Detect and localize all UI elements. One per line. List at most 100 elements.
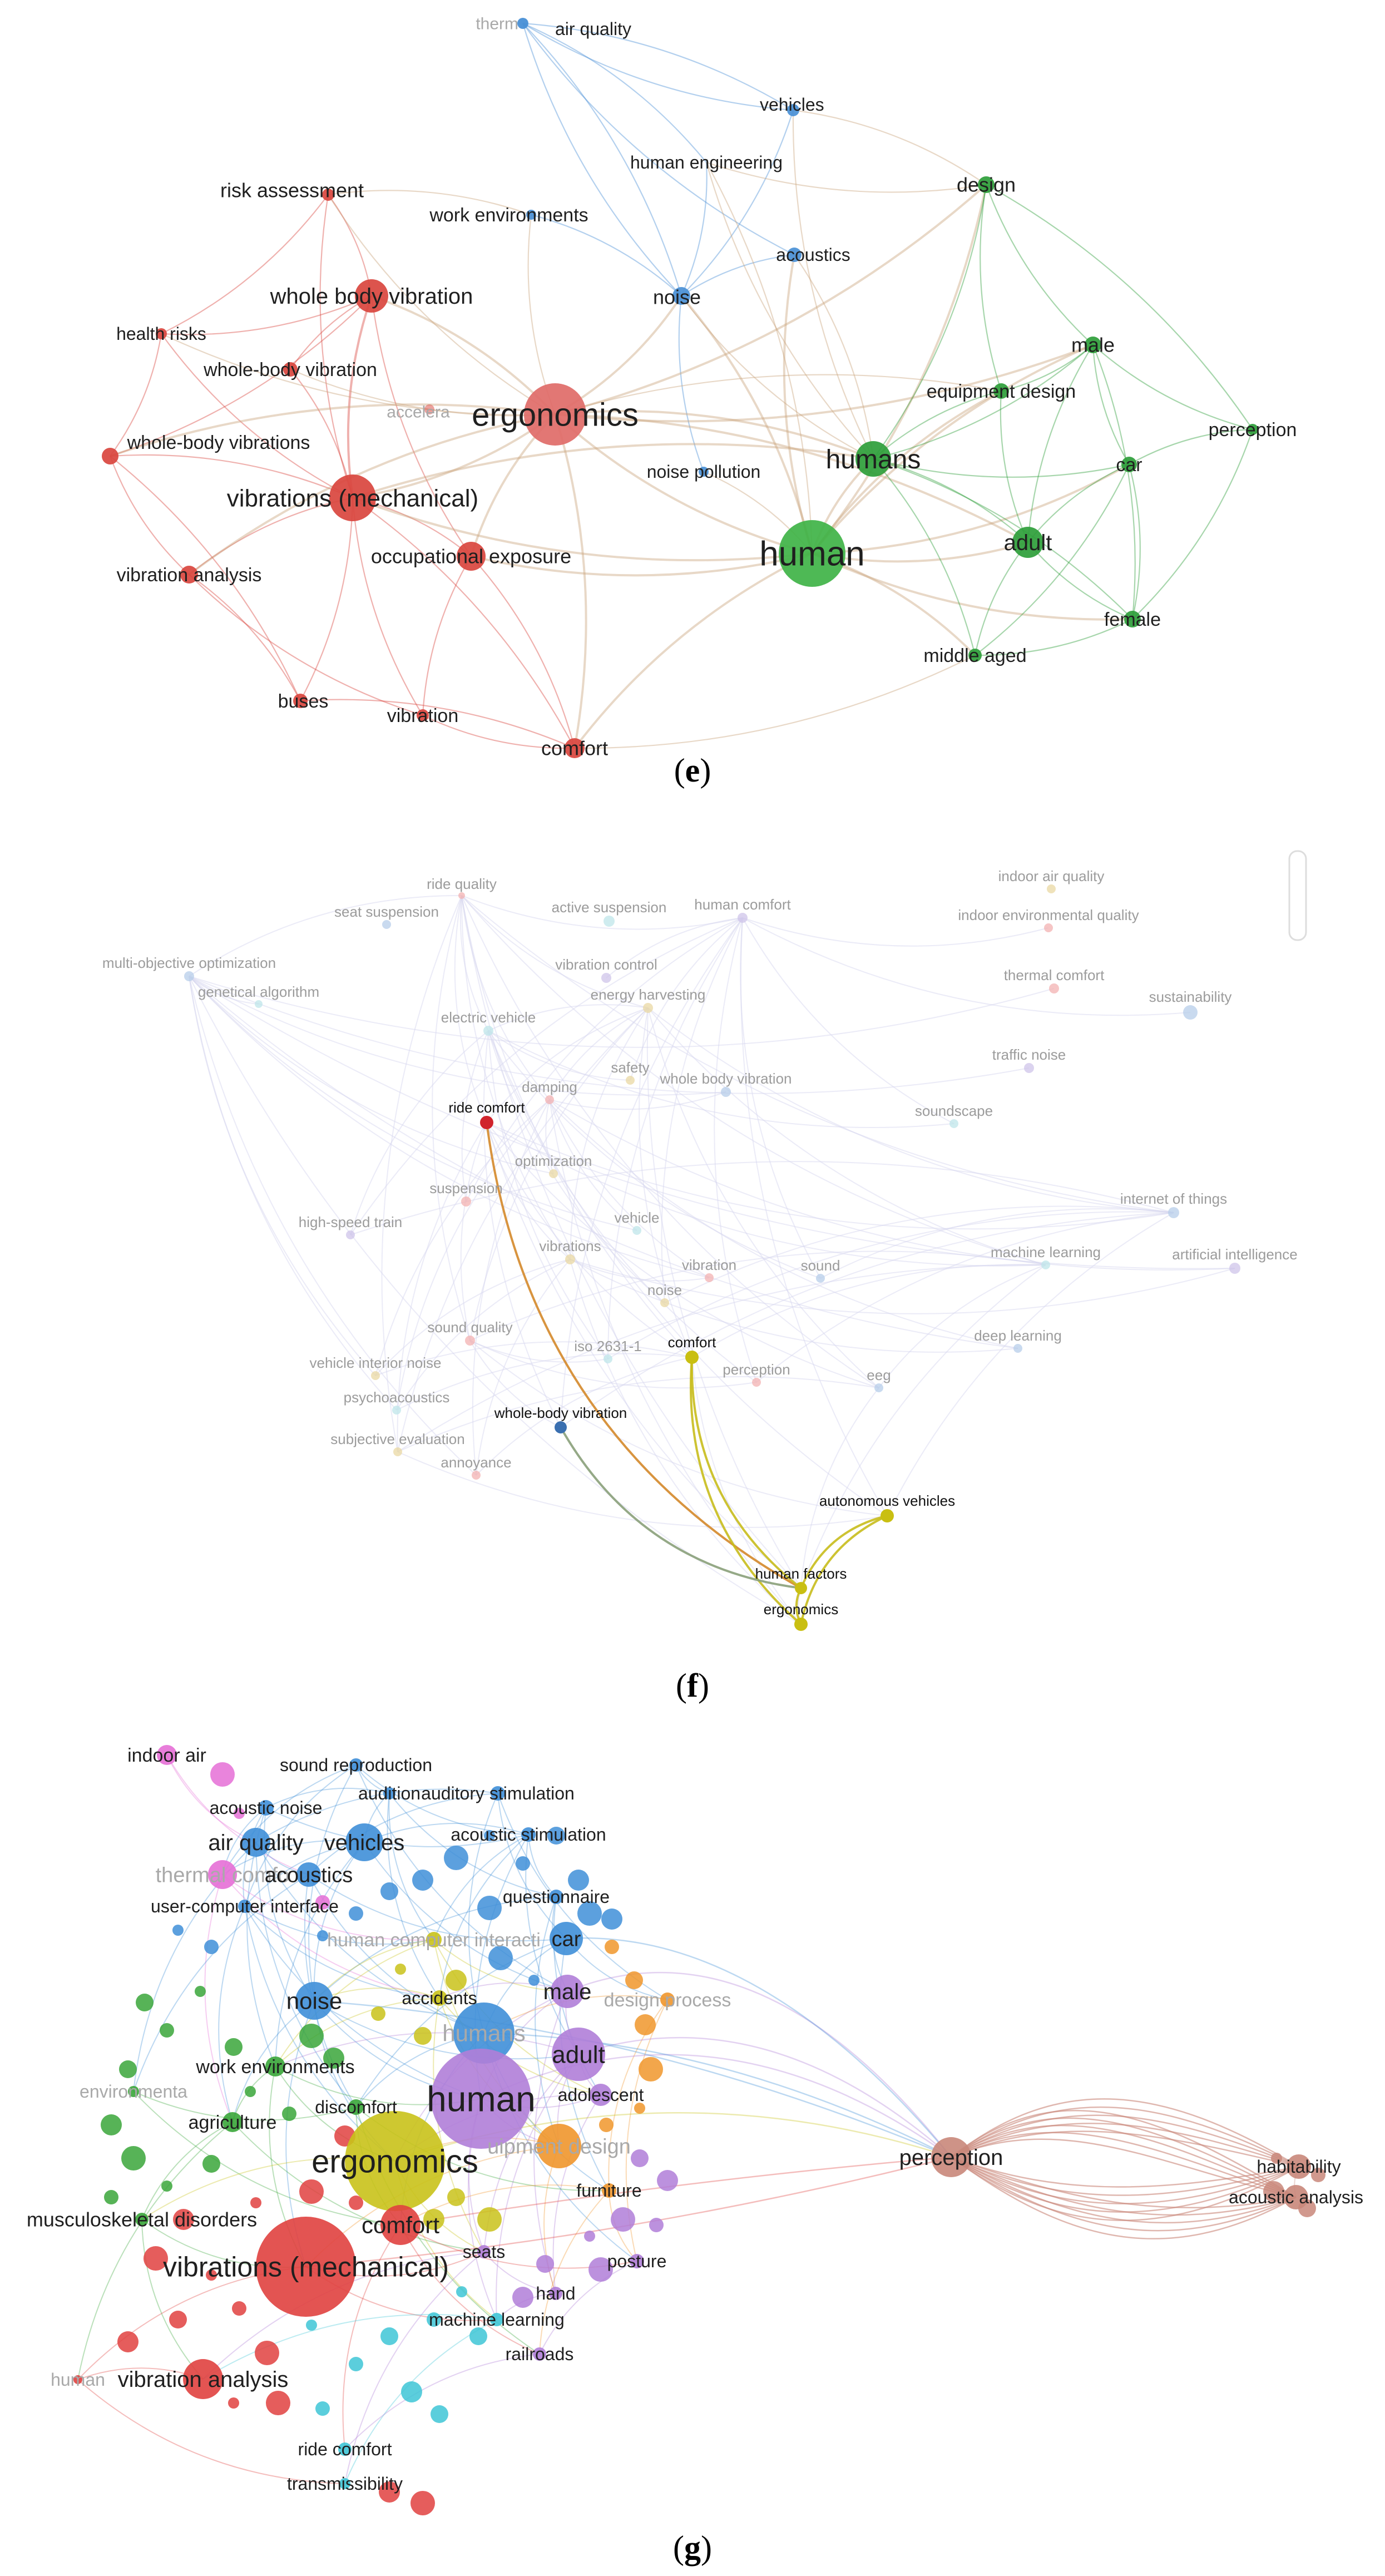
node-minor[interactable] bbox=[245, 2086, 256, 2097]
node-designprocess[interactable] bbox=[660, 1992, 675, 2007]
node-ergonomics[interactable] bbox=[794, 1618, 808, 1631]
node-thermalcomfort[interactable] bbox=[208, 1860, 237, 1889]
node-minor[interactable] bbox=[234, 1808, 245, 1819]
node-minor[interactable] bbox=[635, 2014, 656, 2035]
node-indoorair[interactable] bbox=[1047, 884, 1056, 893]
node-occexp[interactable] bbox=[457, 542, 486, 571]
node-minor[interactable] bbox=[601, 1908, 622, 1930]
node-perception[interactable] bbox=[931, 2137, 971, 2177]
node-minor[interactable] bbox=[315, 1895, 330, 1910]
node-male[interactable] bbox=[551, 1975, 584, 2008]
node-minor[interactable] bbox=[101, 2114, 122, 2135]
node-humans[interactable] bbox=[453, 2003, 515, 2064]
node-minor[interactable] bbox=[117, 2331, 138, 2352]
node-vibanal[interactable] bbox=[183, 2359, 223, 2399]
node-minor[interactable] bbox=[204, 1940, 219, 1954]
node-uci[interactable] bbox=[238, 1900, 251, 1913]
node-minor[interactable] bbox=[299, 2179, 324, 2204]
node-minor[interactable] bbox=[611, 2207, 635, 2232]
node-minor[interactable] bbox=[349, 2196, 363, 2210]
node-minor[interactable] bbox=[649, 2218, 664, 2232]
node-wbvhyph[interactable] bbox=[283, 362, 298, 377]
node-minor[interactable] bbox=[225, 2038, 243, 2056]
node-subjeval[interactable] bbox=[393, 1447, 402, 1456]
node-minor[interactable] bbox=[121, 2146, 146, 2170]
node-minor[interactable] bbox=[371, 2006, 385, 2021]
node-minor[interactable] bbox=[104, 2190, 118, 2204]
node-ridequality[interactable] bbox=[458, 892, 465, 899]
node-airquality[interactable] bbox=[517, 18, 528, 29]
node-autoveh[interactable] bbox=[881, 1509, 894, 1522]
node-minor[interactable] bbox=[528, 1975, 540, 1986]
node-minor[interactable] bbox=[169, 2311, 187, 2328]
node-sustain[interactable] bbox=[1183, 1005, 1198, 1020]
node-minor[interactable] bbox=[161, 2181, 172, 2192]
node-minor[interactable] bbox=[119, 2060, 137, 2078]
node-acousticstim[interactable] bbox=[521, 1827, 536, 1842]
node-minor[interactable] bbox=[160, 2023, 174, 2038]
node-habitability[interactable] bbox=[1287, 2154, 1311, 2179]
node-minor[interactable] bbox=[173, 2209, 194, 2230]
side-scroll-handle[interactable] bbox=[1288, 850, 1307, 941]
node-soundscape[interactable] bbox=[949, 1119, 958, 1128]
node-agriculture[interactable] bbox=[222, 2112, 243, 2132]
node-psycho[interactable] bbox=[392, 1406, 401, 1415]
node-electricveh[interactable] bbox=[483, 1026, 493, 1036]
node-hand[interactable] bbox=[549, 2287, 562, 2300]
node-minor[interactable] bbox=[536, 2255, 554, 2273]
node-vehicles[interactable] bbox=[345, 1823, 383, 1861]
node-energyharv[interactable] bbox=[643, 1003, 653, 1013]
node-humanfactors[interactable] bbox=[795, 1582, 807, 1594]
node-minor[interactable] bbox=[488, 1946, 513, 1970]
node-vibmech[interactable] bbox=[256, 2217, 356, 2317]
node-human[interactable] bbox=[431, 2049, 531, 2149]
node-vibcontrol[interactable] bbox=[601, 973, 611, 983]
node-perception[interactable] bbox=[1247, 424, 1258, 435]
node-indoorair[interactable] bbox=[157, 1745, 177, 1765]
node-noise[interactable] bbox=[660, 1298, 669, 1307]
node-minor[interactable] bbox=[584, 2231, 595, 2242]
node-minor[interactable] bbox=[1311, 2168, 1325, 2182]
node-vibanal[interactable] bbox=[180, 566, 198, 584]
node-sound[interactable] bbox=[816, 1274, 825, 1283]
node-wbv[interactable] bbox=[355, 279, 388, 313]
node-suspension[interactable] bbox=[461, 1196, 471, 1207]
node-minor[interactable] bbox=[512, 2287, 533, 2308]
node-vin[interactable] bbox=[371, 1371, 380, 1380]
node-minor[interactable] bbox=[477, 1896, 502, 1920]
node-adolescent[interactable] bbox=[590, 2084, 612, 2106]
node-transmiss[interactable] bbox=[339, 2478, 350, 2489]
node-minor[interactable] bbox=[446, 1970, 467, 1991]
node-minor[interactable] bbox=[232, 2301, 246, 2316]
node-accidents[interactable] bbox=[432, 1990, 447, 2006]
node-minor[interactable] bbox=[349, 2357, 363, 2371]
node-minor[interactable] bbox=[172, 1925, 184, 1936]
node-perception[interactable] bbox=[752, 1378, 761, 1387]
node-minor[interactable] bbox=[469, 2327, 487, 2345]
node-minor[interactable] bbox=[605, 1940, 619, 1954]
node-airquality[interactable] bbox=[241, 1828, 270, 1857]
node-msd[interactable] bbox=[135, 2213, 149, 2226]
node-minor[interactable] bbox=[1263, 2181, 1284, 2202]
node-minor[interactable] bbox=[625, 1971, 643, 1989]
node-annoyance[interactable] bbox=[472, 1471, 481, 1480]
node-minor[interactable] bbox=[323, 2048, 344, 2069]
node-male[interactable] bbox=[1085, 337, 1101, 353]
node-acoustics[interactable] bbox=[787, 248, 802, 262]
node-acceler[interactable] bbox=[424, 404, 434, 414]
node-ergonomics[interactable] bbox=[524, 383, 586, 446]
node-vehicles[interactable] bbox=[787, 104, 799, 116]
node-minor[interactable] bbox=[484, 1830, 495, 1841]
node-ml[interactable] bbox=[490, 2313, 503, 2326]
node-minor[interactable] bbox=[266, 2391, 290, 2415]
node-wbvs[interactable] bbox=[102, 448, 118, 464]
node-vibmech[interactable] bbox=[329, 474, 376, 521]
node-healthrisk[interactable] bbox=[156, 328, 167, 339]
node-noise[interactable] bbox=[295, 1982, 333, 2020]
node-optimization[interactable] bbox=[549, 1169, 558, 1178]
node-furniture[interactable] bbox=[602, 2183, 616, 2198]
node-minor[interactable] bbox=[423, 2209, 444, 2230]
node-safety[interactable] bbox=[626, 1076, 635, 1085]
node-acousticnoise[interactable] bbox=[258, 1800, 274, 1816]
node-iso[interactable] bbox=[604, 1354, 612, 1363]
